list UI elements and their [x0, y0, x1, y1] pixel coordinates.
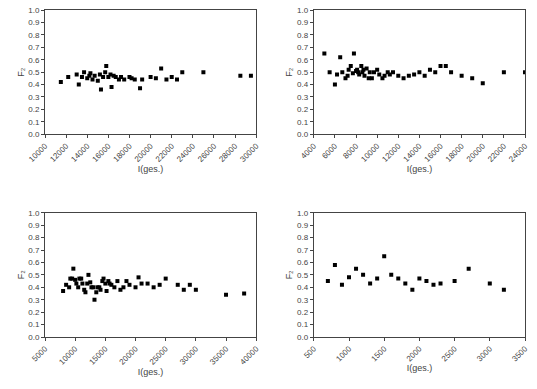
svg-text:0.6: 0.6	[297, 56, 309, 65]
svg-text:16000: 16000	[423, 141, 445, 163]
svg-text:0.2: 0.2	[28, 105, 40, 114]
svg-text:0.4: 0.4	[297, 80, 309, 89]
svg-text:35000: 35000	[208, 344, 230, 366]
svg-text:0.1: 0.1	[297, 320, 309, 329]
svg-text:0.1: 0.1	[28, 320, 40, 329]
svg-text:0.9: 0.9	[297, 221, 309, 230]
svg-text:0.8: 0.8	[297, 31, 309, 40]
svg-text:1.0: 1.0	[28, 209, 40, 218]
svg-text:0.9: 0.9	[28, 221, 40, 230]
svg-text:4000: 4000	[299, 141, 318, 160]
svg-text:0.1: 0.1	[28, 118, 40, 127]
svg-text:0.8: 0.8	[297, 233, 309, 242]
svg-text:0.7: 0.7	[28, 43, 40, 52]
svg-text:40000: 40000	[238, 344, 260, 366]
svg-text:1500: 1500	[369, 344, 388, 363]
svg-text:15000: 15000	[87, 344, 109, 366]
svg-text:2500: 2500	[440, 344, 459, 363]
svg-text:24000: 24000	[507, 141, 529, 163]
svg-text:18000: 18000	[444, 141, 466, 163]
svg-text:F₂: F₂	[284, 67, 294, 76]
svg-text:2000: 2000	[405, 344, 424, 363]
svg-text:14000: 14000	[402, 141, 424, 163]
svg-text:0.6: 0.6	[28, 56, 40, 65]
svg-text:0.2: 0.2	[297, 105, 309, 114]
svg-text:28000: 28000	[217, 141, 239, 163]
svg-text:I(ges.): I(ges.)	[407, 363, 433, 373]
svg-text:0.7: 0.7	[297, 246, 309, 255]
svg-text:F₂: F₂	[16, 67, 26, 76]
svg-text:30000: 30000	[178, 344, 200, 366]
svg-text:0.8: 0.8	[28, 233, 40, 242]
svg-text:0.9: 0.9	[28, 18, 40, 27]
svg-text:22000: 22000	[486, 141, 508, 163]
svg-text:16000: 16000	[91, 141, 113, 163]
svg-text:0.1: 0.1	[297, 118, 309, 127]
svg-text:0.0: 0.0	[28, 130, 40, 139]
svg-text:6000: 6000	[320, 141, 339, 160]
svg-text:0.2: 0.2	[28, 308, 40, 317]
svg-text:0.7: 0.7	[297, 43, 309, 52]
svg-text:3500: 3500	[510, 344, 529, 363]
svg-text:0.3: 0.3	[297, 93, 309, 102]
svg-text:0.3: 0.3	[28, 296, 40, 305]
svg-text:22000: 22000	[154, 141, 176, 163]
svg-text:20000: 20000	[133, 141, 155, 163]
svg-text:10000: 10000	[27, 141, 49, 163]
svg-text:24000: 24000	[175, 141, 197, 163]
svg-text:10000: 10000	[57, 344, 79, 366]
svg-text:3000: 3000	[475, 344, 494, 363]
svg-text:10000: 10000	[359, 141, 381, 163]
svg-text:I(ges.): I(ges.)	[407, 164, 433, 174]
svg-text:F₂: F₂	[284, 270, 294, 279]
svg-text:5000: 5000	[30, 344, 49, 363]
svg-text:0.0: 0.0	[297, 333, 309, 342]
svg-text:1.0: 1.0	[297, 209, 309, 218]
svg-text:0.5: 0.5	[297, 68, 309, 77]
svg-text:1000: 1000	[334, 344, 353, 363]
svg-text:20000: 20000	[465, 141, 487, 163]
svg-text:1.0: 1.0	[28, 6, 40, 15]
svg-text:0.8: 0.8	[28, 31, 40, 40]
svg-text:0.6: 0.6	[28, 258, 40, 267]
svg-text:F₂: F₂	[16, 270, 26, 279]
svg-text:0.5: 0.5	[297, 271, 309, 280]
svg-text:0.0: 0.0	[28, 333, 40, 342]
svg-text:12000: 12000	[380, 141, 402, 163]
svg-text:1.0: 1.0	[297, 6, 309, 15]
svg-text:0.3: 0.3	[28, 93, 40, 102]
svg-text:0.7: 0.7	[28, 246, 40, 255]
svg-text:I(ges.): I(ges.)	[138, 367, 164, 377]
svg-text:500: 500	[302, 344, 318, 360]
svg-text:30000: 30000	[238, 141, 260, 163]
svg-text:0.0: 0.0	[297, 130, 309, 139]
svg-text:0.4: 0.4	[297, 283, 309, 292]
svg-text:0.9: 0.9	[297, 18, 309, 27]
svg-text:0.4: 0.4	[28, 283, 40, 292]
svg-text:0.4: 0.4	[28, 80, 40, 89]
svg-text:12000: 12000	[48, 141, 70, 163]
svg-text:25000: 25000	[148, 344, 170, 366]
svg-text:0.5: 0.5	[28, 271, 40, 280]
svg-text:26000: 26000	[196, 141, 218, 163]
svg-text:18000: 18000	[112, 141, 134, 163]
svg-text:14000: 14000	[69, 141, 91, 163]
svg-text:0.3: 0.3	[297, 296, 309, 305]
svg-text:0.6: 0.6	[297, 258, 309, 267]
svg-text:20000: 20000	[118, 344, 140, 366]
svg-text:0.2: 0.2	[297, 308, 309, 317]
svg-text:8000: 8000	[341, 141, 360, 160]
svg-text:0.5: 0.5	[28, 68, 40, 77]
svg-text:I(ges.): I(ges.)	[138, 164, 164, 174]
